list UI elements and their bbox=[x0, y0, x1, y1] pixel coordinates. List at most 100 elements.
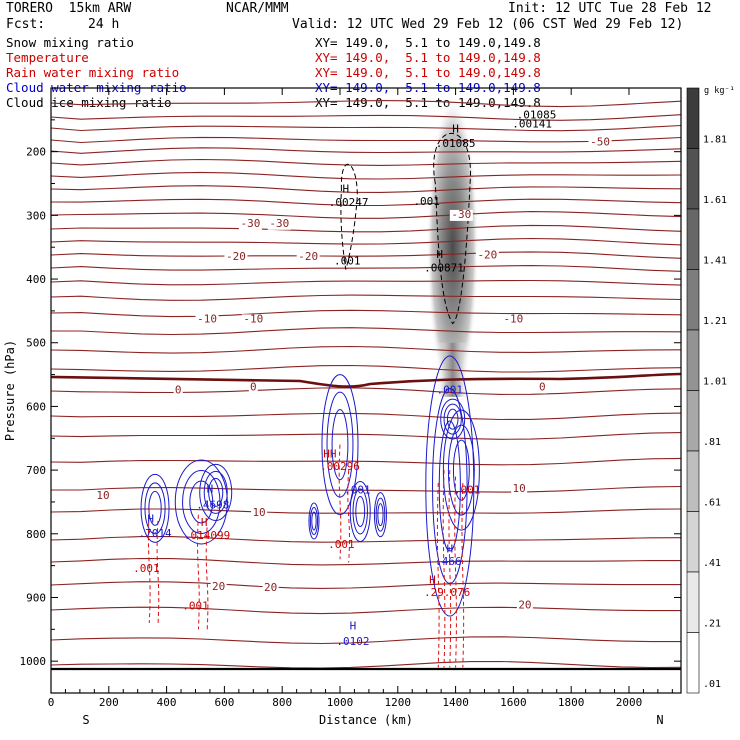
cloud-water-contour bbox=[203, 470, 228, 514]
y-tick-label: 400 bbox=[26, 273, 46, 286]
rain-contour bbox=[436, 482, 440, 668]
label-mask bbox=[501, 314, 525, 326]
y-tick-label: 700 bbox=[26, 464, 46, 477]
cloud-water-contour bbox=[377, 503, 384, 527]
y-tick-label: 500 bbox=[26, 337, 46, 350]
temperature-isotherm bbox=[50, 660, 682, 669]
x-tick-label: 1600 bbox=[500, 696, 527, 709]
cloud-water-contour bbox=[373, 492, 387, 538]
legend-rain: Rain water mixing ratio bbox=[6, 65, 180, 80]
cloud-water-label: H bbox=[207, 482, 214, 495]
temperature-isotherm bbox=[50, 171, 682, 180]
label-mask bbox=[537, 382, 547, 394]
cloud-water-contour bbox=[447, 424, 475, 516]
snow-label: .001 bbox=[413, 195, 440, 208]
temperature-isotherm bbox=[51, 485, 682, 493]
ice-label: .00247 bbox=[329, 196, 369, 209]
temperature-label: 10 bbox=[513, 482, 526, 495]
label-mask bbox=[449, 209, 473, 221]
cloud-ice-contour bbox=[340, 163, 358, 270]
forecast-hour: 24 h bbox=[88, 17, 120, 32]
rain-label: .014099 bbox=[184, 529, 230, 542]
cloud-water-contour bbox=[174, 459, 228, 545]
colorbar-swatch bbox=[686, 208, 700, 270]
model-name: TORERO 15km ARW bbox=[6, 1, 132, 16]
valid-time: Valid: 12 UTC Wed 29 Feb 12 (06 CST Wed … bbox=[292, 17, 684, 32]
temperature-label: -20 bbox=[477, 249, 497, 262]
y-tick-label: 1000 bbox=[20, 655, 47, 668]
temperature-isotherm bbox=[50, 251, 682, 259]
rain-contour bbox=[338, 444, 342, 560]
x-tick-label: 1800 bbox=[558, 696, 585, 709]
legend-cloud-ice: Cloud ice mixing ratio bbox=[6, 95, 172, 110]
rain-label: H bbox=[429, 573, 436, 586]
temperature-isotherm bbox=[50, 265, 682, 272]
south-label: S bbox=[82, 713, 89, 727]
y-tick-label: 900 bbox=[26, 591, 46, 604]
north-label: N bbox=[656, 713, 663, 727]
y-tick-label: 600 bbox=[26, 400, 46, 413]
label-mask bbox=[588, 137, 612, 149]
rain-label: .001 bbox=[454, 484, 481, 497]
temperature-isotherm bbox=[50, 294, 682, 301]
temperature-label: -10 bbox=[503, 312, 523, 325]
temperature-label: 0 bbox=[539, 381, 546, 394]
label-mask bbox=[516, 600, 533, 612]
rain-contour bbox=[442, 470, 446, 668]
temperature-isotherm bbox=[50, 432, 682, 440]
temperature-label: 0 bbox=[250, 381, 257, 394]
x-tick-label: 0 bbox=[48, 696, 55, 709]
cloud-water-contour bbox=[308, 502, 320, 540]
temperature-label: -30 bbox=[451, 208, 471, 221]
snow-label: H bbox=[436, 248, 443, 261]
cloud-water-label: H bbox=[446, 542, 453, 555]
temperature-isotherm bbox=[50, 198, 682, 207]
cloud-water-contour bbox=[326, 391, 354, 498]
cloud-water-label: .7014 bbox=[138, 527, 171, 540]
cloud-water-label: .001 bbox=[437, 384, 464, 397]
cloud-water-contour bbox=[355, 496, 366, 527]
freezing-level bbox=[50, 372, 682, 388]
cloud-water-contour bbox=[140, 473, 170, 543]
temperature-label: -30 bbox=[269, 217, 289, 230]
label-mask bbox=[251, 507, 268, 519]
snow-label: .01085 bbox=[517, 109, 557, 122]
ice-label: .001 bbox=[334, 254, 361, 267]
rain-label: .001 bbox=[328, 538, 355, 551]
legend-temperature: Temperature bbox=[6, 50, 89, 65]
temperature-label: -20 bbox=[226, 250, 246, 263]
cloud-water-contour bbox=[309, 507, 319, 536]
hydrometeor-contours bbox=[140, 132, 480, 668]
colorbar-tick-label: .21 bbox=[703, 618, 721, 629]
ice-label: H bbox=[342, 182, 349, 195]
temperature-isotherm bbox=[50, 508, 682, 514]
x-tick-label: 200 bbox=[99, 696, 119, 709]
y-tick-label: 300 bbox=[26, 209, 46, 222]
colorbar-swatch bbox=[686, 269, 700, 331]
snow-label: .01085 bbox=[436, 137, 476, 150]
colorbar-tick-label: 1.01 bbox=[703, 376, 727, 387]
temperature-isotherm bbox=[50, 147, 682, 154]
label-mask bbox=[296, 251, 320, 263]
temperature-isotherm bbox=[50, 114, 682, 121]
temperature-isotherm bbox=[50, 237, 682, 246]
x-tick-label: 1000 bbox=[327, 696, 354, 709]
x-tick-label: 800 bbox=[272, 696, 292, 709]
temperature-isotherm bbox=[50, 457, 682, 466]
label-mask bbox=[248, 382, 258, 394]
temperature-isotherm bbox=[50, 124, 682, 132]
cloud-water-contour bbox=[311, 511, 317, 531]
temperature-isotherm bbox=[50, 279, 682, 286]
label-mask bbox=[210, 581, 227, 593]
temperature-isotherm bbox=[50, 158, 682, 166]
colorbar-unit: g kg⁻¹ bbox=[704, 86, 735, 96]
colorbar-swatch bbox=[686, 571, 700, 633]
temperature-label: 20 bbox=[264, 581, 277, 594]
cloud-water-contour bbox=[452, 439, 470, 501]
colorbar-swatch bbox=[686, 87, 700, 149]
temperature-label: 0 bbox=[175, 384, 182, 397]
rain-label: H bbox=[201, 516, 208, 529]
label-mask bbox=[238, 218, 262, 230]
temperature-label: 20 bbox=[518, 598, 531, 611]
